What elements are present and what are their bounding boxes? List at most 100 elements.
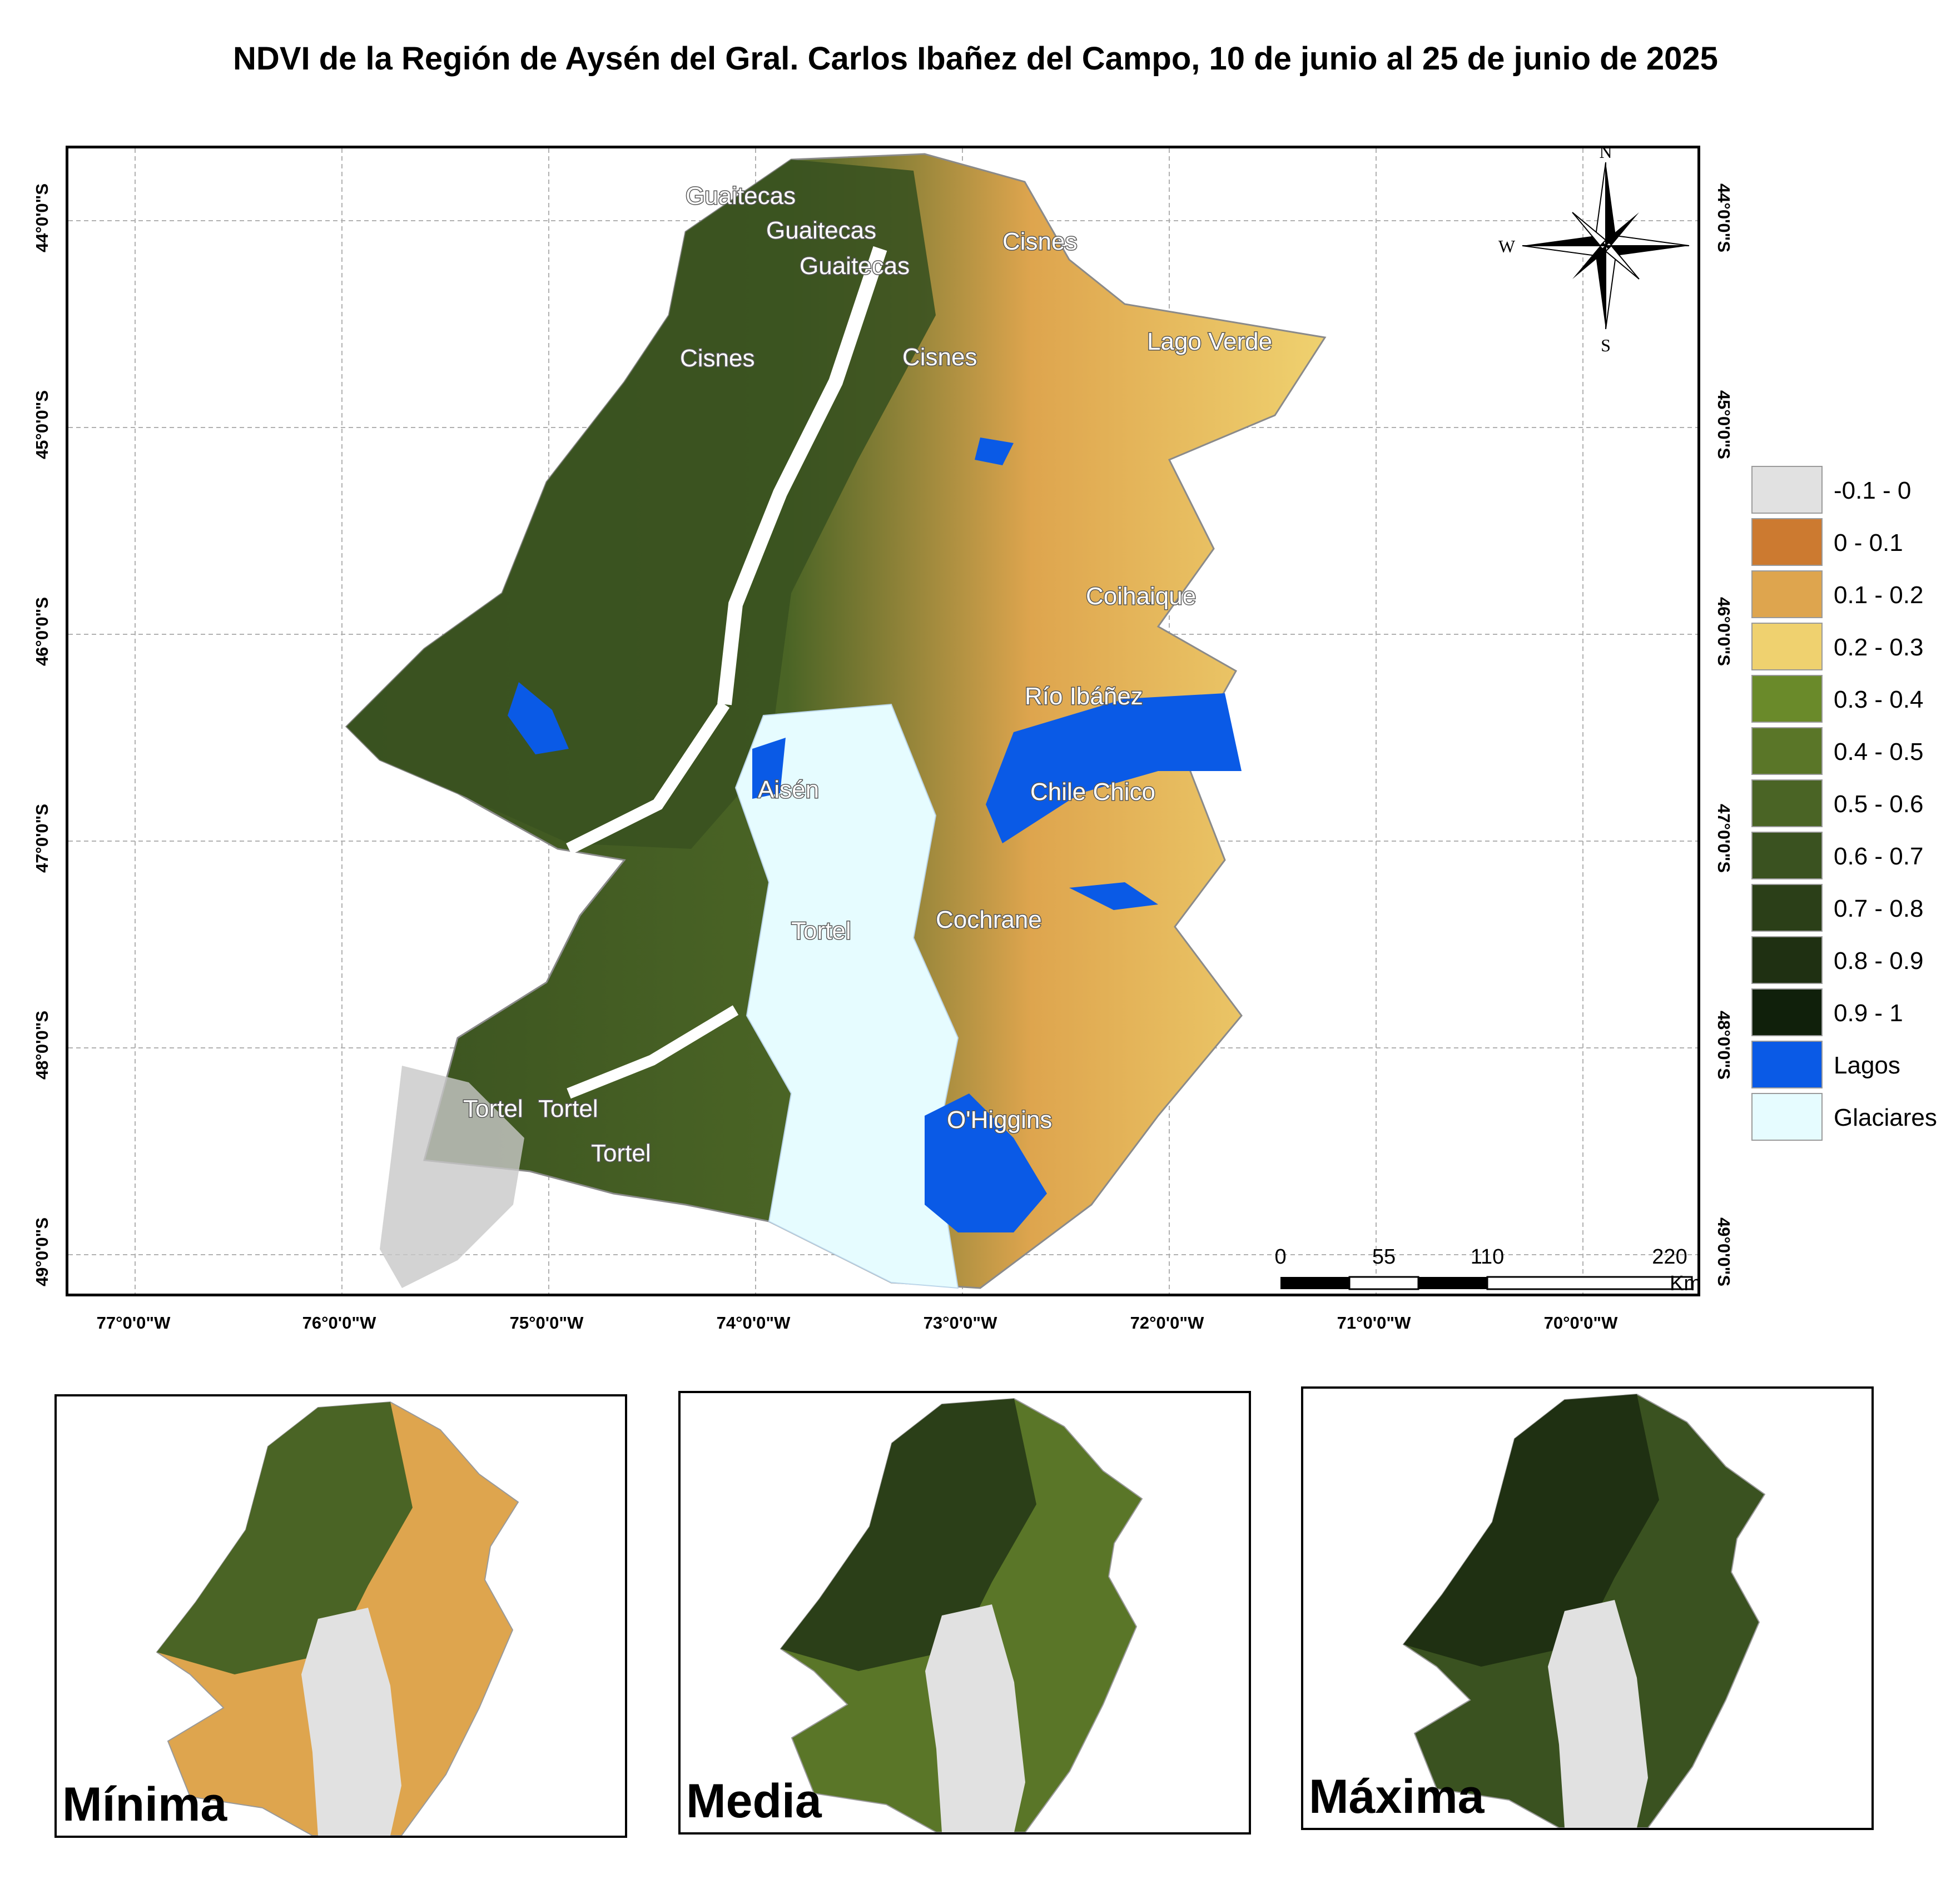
lon-tick-label: 73°0'0"W: [923, 1313, 997, 1333]
legend-label: 0.7 - 0.8: [1834, 895, 1924, 922]
inset-maxima: Máxima: [1301, 1386, 1874, 1830]
place-label: Cisnes: [902, 344, 977, 371]
north-arrow-icon: N S E W: [1498, 148, 1690, 355]
place-label: Tortel: [791, 917, 851, 944]
legend-item: 0.5 - 0.6: [1751, 779, 1951, 827]
place-labels: Guaitecas Guaitecas Guaitecas Cisnes Cis…: [463, 182, 1273, 1168]
lon-tick-label: 75°0'0"W: [509, 1313, 584, 1333]
legend-label: 0.1 - 0.2: [1834, 581, 1924, 609]
legend-item: Lagos: [1751, 1041, 1951, 1088]
svg-text:110: 110: [1471, 1245, 1505, 1269]
legend-label: 0.6 - 0.7: [1834, 843, 1924, 870]
place-label: Cisnes: [680, 345, 755, 372]
legend-item: 0.9 - 1: [1751, 988, 1951, 1036]
legend-swatch: [1751, 570, 1823, 618]
lat-tick-label: 49°0'0"S: [32, 1217, 52, 1287]
inset-label-maxima: Máxima: [1309, 1770, 1485, 1823]
legend-swatch: [1751, 518, 1823, 566]
place-label: Cochrane: [936, 906, 1042, 933]
legend-item: 0.3 - 0.4: [1751, 675, 1951, 723]
main-map-svg: Guaitecas Guaitecas Guaitecas Cisnes Cis…: [68, 148, 1697, 1294]
legend-item: 0 - 0.1: [1751, 518, 1951, 566]
legend-swatch: [1751, 936, 1823, 984]
legend-swatch: [1751, 623, 1823, 670]
inset-media-map: [780, 1398, 1143, 1832]
legend-label: 0.3 - 0.4: [1834, 686, 1924, 713]
legend-item: 0.4 - 0.5: [1751, 727, 1951, 775]
place-label: Cisnes: [1002, 228, 1078, 255]
place-label: Guaitecas: [766, 217, 876, 244]
lat-tick-label: 45°0'0"S: [1714, 390, 1734, 460]
lon-tick-label: 71°0'0"W: [1337, 1313, 1411, 1333]
lat-tick-label: 47°0'0"S: [1714, 803, 1734, 873]
place-label: Tortel: [463, 1095, 523, 1122]
legend-item: 0.6 - 0.7: [1751, 832, 1951, 879]
legend-item: 0.8 - 0.9: [1751, 936, 1951, 984]
lon-tick-label: 72°0'0"W: [1130, 1313, 1204, 1333]
legend-swatch: [1751, 988, 1823, 1036]
lon-tick-label: 76°0'0"W: [302, 1313, 376, 1333]
svg-text:W: W: [1498, 236, 1516, 256]
svg-text:220: 220: [1652, 1245, 1687, 1269]
legend-swatch: [1751, 884, 1823, 932]
lat-tick-label: 44°0'0"S: [32, 183, 52, 253]
svg-text:N: N: [1599, 148, 1612, 162]
legend-item: 0.1 - 0.2: [1751, 570, 1951, 618]
inset-label-minima: Mínima: [62, 1778, 227, 1831]
lon-tick-label: 70°0'0"W: [1543, 1313, 1618, 1333]
place-label: Lago Verde: [1147, 328, 1272, 355]
lat-tick-label: 44°0'0"S: [1714, 183, 1734, 253]
lat-tick-label: 46°0'0"S: [1714, 596, 1734, 667]
legend-swatch: [1751, 466, 1823, 514]
legend-item: -0.1 - 0: [1751, 466, 1951, 514]
legend-swatch: [1751, 1041, 1823, 1088]
lon-tick-label: 74°0'0"W: [716, 1313, 791, 1333]
legend-label: 0 - 0.1: [1834, 529, 1903, 556]
place-label: Aisén: [758, 776, 819, 803]
legend-label: 0.9 - 1: [1834, 1000, 1903, 1027]
svg-text:0: 0: [1274, 1245, 1286, 1269]
legend-label: 0.5 - 0.6: [1834, 791, 1924, 818]
legend-swatch: [1751, 779, 1823, 827]
place-label: O'Higgins: [947, 1106, 1052, 1134]
inset-label-media: Media: [686, 1774, 822, 1828]
legend-label: -0.1 - 0: [1834, 477, 1912, 504]
legend-swatch: [1751, 832, 1823, 879]
place-label: Guaitecas: [686, 182, 796, 210]
svg-text:S: S: [1601, 335, 1611, 355]
legend-label: 0.2 - 0.3: [1834, 634, 1924, 661]
legend-item: 0.2 - 0.3: [1751, 623, 1951, 670]
place-label: Guaitecas: [800, 252, 910, 280]
inset-media: Media: [678, 1391, 1251, 1835]
legend-swatch: [1751, 1093, 1823, 1141]
place-label: Tortel: [591, 1140, 651, 1167]
place-label: Chile Chico: [1030, 778, 1155, 806]
inset-maxima-map: [1402, 1393, 1766, 1828]
legend-item: Glaciares: [1751, 1093, 1951, 1141]
legend-swatch: [1751, 675, 1823, 723]
place-label: Coihaique: [1086, 583, 1196, 610]
legend-label: Glaciares: [1834, 1104, 1937, 1131]
svg-text:55: 55: [1372, 1245, 1396, 1269]
lat-tick-label: 45°0'0"S: [32, 390, 52, 460]
legend-swatch: [1751, 727, 1823, 775]
inset-minima: Mínima: [54, 1394, 627, 1838]
legend-label: 0.8 - 0.9: [1834, 947, 1924, 975]
place-label: Tortel: [538, 1095, 598, 1122]
scale-bar: 0 55 110 220 Km: [1274, 1245, 1697, 1294]
map-title: NDVI de la Región de Aysén del Gral. Car…: [233, 41, 1718, 77]
lon-tick-label: 77°0'0"W: [96, 1313, 171, 1333]
lat-tick-label: 47°0'0"S: [32, 803, 52, 873]
legend-label: Lagos: [1834, 1052, 1900, 1079]
legend-item: 0.7 - 0.8: [1751, 884, 1951, 932]
lat-tick-label: 49°0'0"S: [1714, 1217, 1734, 1287]
main-map: Guaitecas Guaitecas Guaitecas Cisnes Cis…: [66, 146, 1700, 1296]
region-aysen: [345, 153, 1327, 1289]
legend-label: 0.4 - 0.5: [1834, 738, 1924, 765]
svg-text:Km: Km: [1670, 1272, 1697, 1294]
inset-minima-map: [156, 1401, 519, 1836]
lat-tick-label: 46°0'0"S: [32, 596, 52, 667]
place-label: Río Ibáñez: [1025, 683, 1143, 710]
lat-tick-label: 48°0'0"S: [32, 1010, 52, 1080]
lat-tick-label: 48°0'0"S: [1714, 1010, 1734, 1080]
